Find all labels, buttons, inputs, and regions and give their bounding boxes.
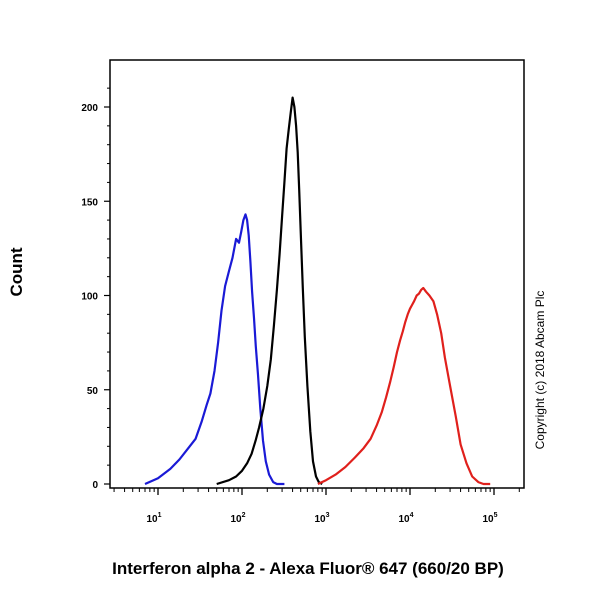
series-line-1	[216, 96, 323, 486]
x-tick-label: 101	[146, 512, 161, 525]
series-layer	[144, 96, 491, 486]
y-axis: 0 50 100 150 200	[81, 87, 110, 491]
y-tick-label: 200	[81, 103, 98, 114]
x-tick-label: 104	[398, 512, 413, 525]
x-tick-label: 103	[314, 512, 329, 525]
copyright-text: Copyright (c) 2018 Abcam Plc	[533, 291, 547, 450]
plot-frame	[109, 59, 525, 489]
x-axis-label: Interferon alpha 2 - Alexa Fluor® 647 (6…	[112, 559, 504, 578]
y-tick-label: 0	[92, 480, 98, 491]
y-tick-label: 100	[81, 292, 98, 303]
y-tick-label: 50	[87, 386, 99, 397]
x-tick-label: 105	[482, 512, 497, 525]
series-line-2	[317, 286, 491, 486]
y-axis-label: Count	[7, 247, 26, 296]
y-tick-label: 150	[81, 197, 98, 208]
x-tick-label: 102	[230, 512, 245, 525]
series-line-0	[144, 213, 285, 486]
x-axis: 101 102 103 104 105	[113, 488, 520, 525]
